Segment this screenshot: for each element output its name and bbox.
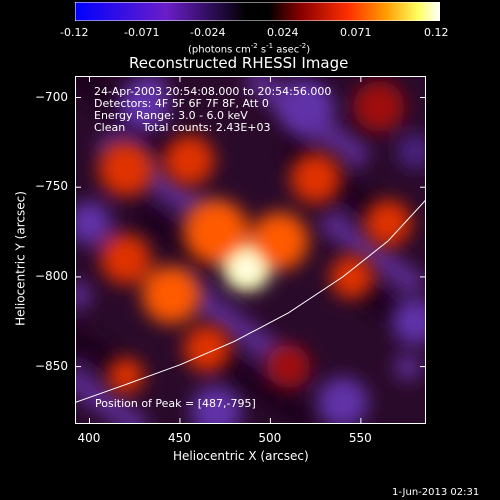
colorbar <box>75 2 440 21</box>
negative-blob <box>279 79 334 134</box>
x-tick-label: 450 <box>167 431 191 445</box>
emission-blob <box>353 81 405 132</box>
negative-blob <box>391 298 426 346</box>
colorbar-tick: -0.071 <box>124 26 160 39</box>
y-tick-label: −800 <box>35 268 68 283</box>
peak-label: Position of Peak = [487,-795] <box>95 397 256 410</box>
colorbar-tick: -0.024 <box>190 26 226 39</box>
colorbar-units: (photons cm-2 s-1 asec-2) <box>188 42 311 56</box>
x-tick-label: 550 <box>348 431 372 445</box>
x-tick-label: 400 <box>77 431 101 445</box>
emission-blob <box>163 134 215 186</box>
info-line: Detectors: 4F 5F 6F 7F 8F, Att 0 <box>94 97 269 110</box>
y-tick-label: −750 <box>35 179 68 194</box>
noise-blob <box>396 267 424 295</box>
emission-blob <box>290 152 341 204</box>
info-line: Energy Range: 3.0 - 6.0 keV <box>94 109 248 122</box>
emission-blob <box>100 233 151 285</box>
colorbar-tick: 0.024 <box>267 26 299 39</box>
noise-blob <box>285 402 313 424</box>
colorbar-tick: 0.12 <box>424 26 449 39</box>
emission-blob <box>250 212 309 270</box>
peak-core <box>239 260 255 276</box>
colorbar-tick: 0.071 <box>340 26 372 39</box>
y-axis-label: Heliocentric Y (arcsec) <box>13 191 28 326</box>
noise-blob <box>75 281 92 309</box>
y-tick-label: −700 <box>35 89 68 104</box>
negative-blob <box>190 386 242 424</box>
x-axis-label: Heliocentric X (arcsec) <box>173 449 309 463</box>
negative-blob <box>75 201 112 245</box>
plot-frame <box>75 76 426 424</box>
negative-blob <box>397 133 426 170</box>
emission-blob <box>364 199 412 247</box>
emission-blob <box>183 325 231 373</box>
emission-blob <box>141 265 200 324</box>
noise-blob <box>394 353 422 381</box>
info-line: Clean Total counts: 2.43E+03 <box>94 121 271 134</box>
x-tick-label: 500 <box>258 431 282 445</box>
chart-title: Reconstructed RHESSI Image <box>129 54 349 72</box>
noise-blob <box>341 139 369 167</box>
negative-blob <box>118 81 170 132</box>
emission-blob <box>266 344 311 389</box>
emission-blob <box>107 357 144 394</box>
noise-blob <box>119 409 147 424</box>
heatmap-plot <box>75 76 426 424</box>
y-tick-label: −850 <box>35 358 68 373</box>
footer-date: 1-Jun-2013 02:31 <box>392 487 480 498</box>
solar-limb-line <box>75 199 426 403</box>
negative-blob <box>317 377 369 424</box>
emission-blob <box>183 199 249 265</box>
emission-blob <box>98 142 153 197</box>
emission-blob <box>330 255 374 299</box>
colorbar-tick: -0.12 <box>60 26 89 39</box>
info-line: 24-Apr-2003 20:54:08.000 to 20:54:56.000 <box>94 85 332 98</box>
